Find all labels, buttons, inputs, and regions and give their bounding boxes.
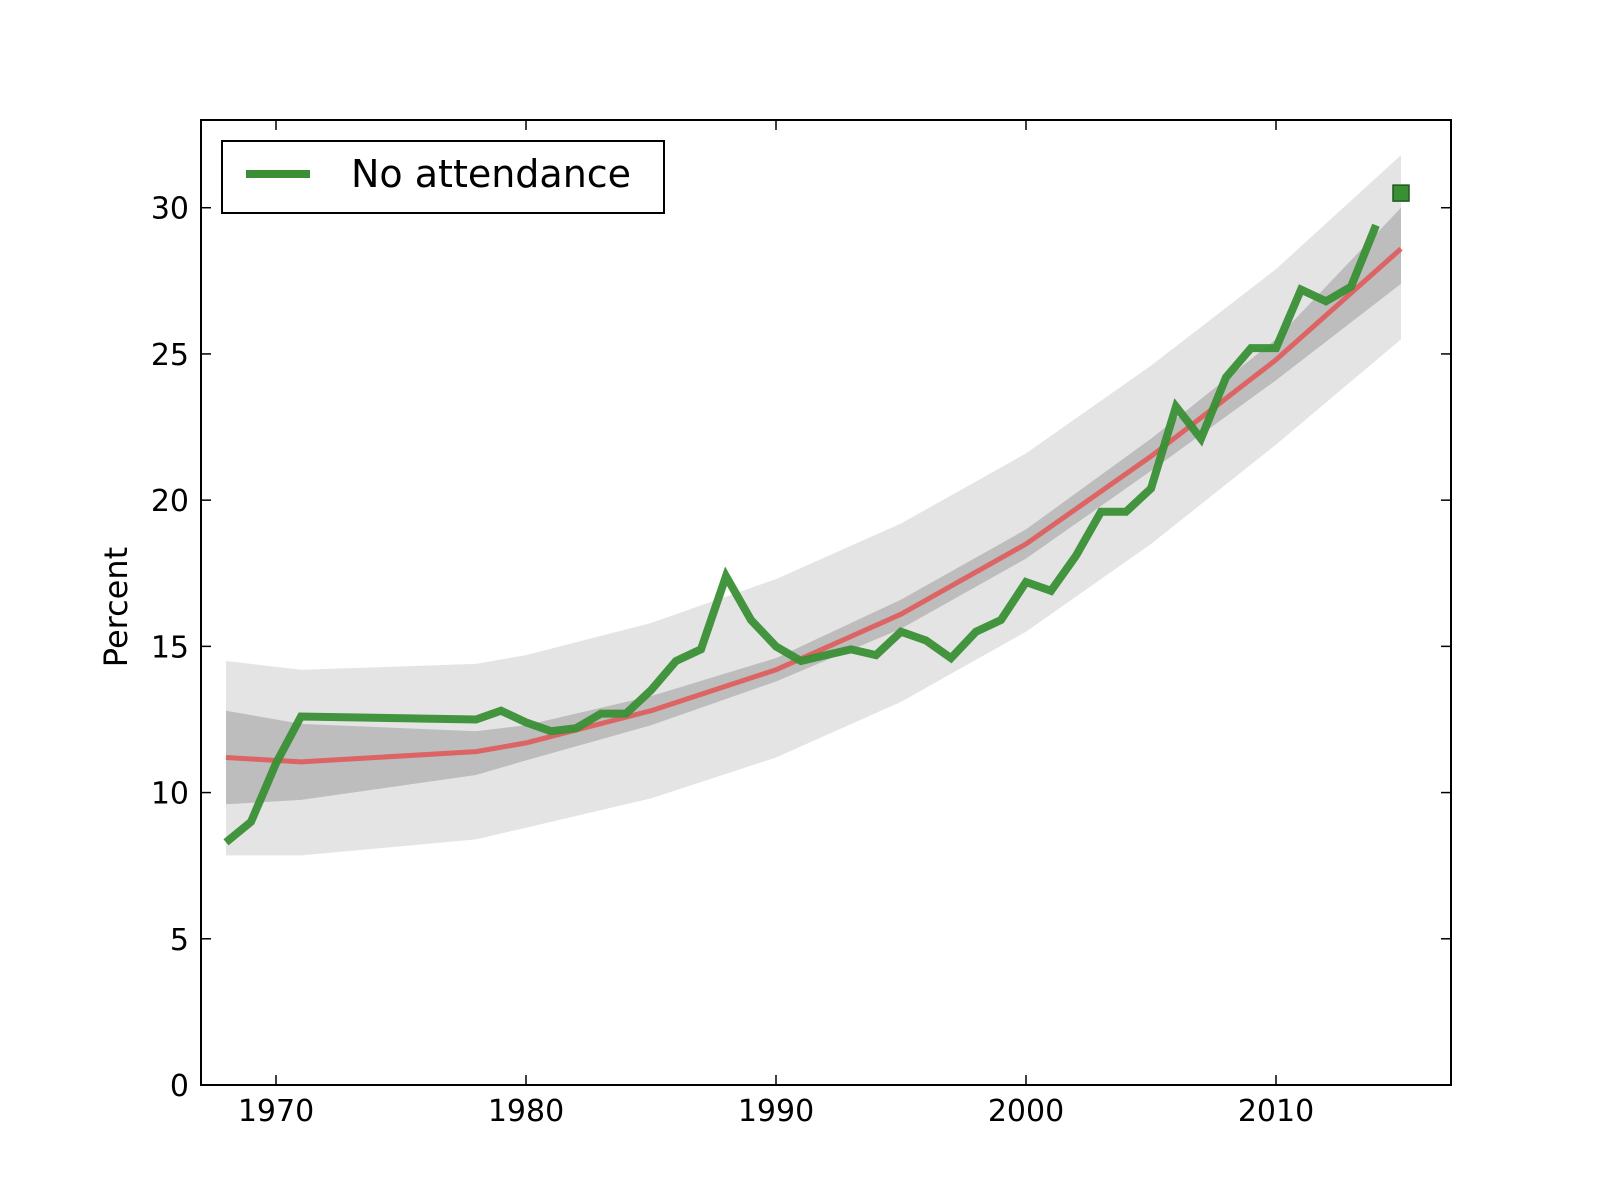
y-tick-label: 0 bbox=[170, 1069, 189, 1104]
x-tick-label: 1990 bbox=[738, 1094, 814, 1129]
x-tick-label: 2000 bbox=[988, 1094, 1064, 1129]
x-tick-label: 1970 bbox=[238, 1094, 314, 1129]
axes-frame bbox=[200, 119, 1452, 1086]
x-tick-label: 2010 bbox=[1238, 1094, 1314, 1129]
y-tick-label: 5 bbox=[170, 923, 189, 958]
outer-confidence-band bbox=[226, 155, 1401, 856]
y-tick-label: 10 bbox=[151, 777, 189, 812]
plot-area bbox=[223, 155, 1410, 856]
series-line-no-attendance bbox=[223, 223, 1380, 846]
y-tick-label: 15 bbox=[151, 630, 189, 665]
y-axis-label: Percent bbox=[97, 547, 135, 667]
legend: No attendance bbox=[221, 140, 665, 214]
inner-confidence-band bbox=[226, 207, 1401, 805]
prediction-marker bbox=[1392, 184, 1410, 202]
x-tick-label: 1980 bbox=[488, 1094, 564, 1129]
legend-label: No attendance bbox=[351, 152, 631, 196]
y-tick-label: 20 bbox=[151, 484, 189, 519]
y-tick-label: 25 bbox=[151, 338, 189, 373]
y-tick-label: 30 bbox=[151, 192, 189, 227]
